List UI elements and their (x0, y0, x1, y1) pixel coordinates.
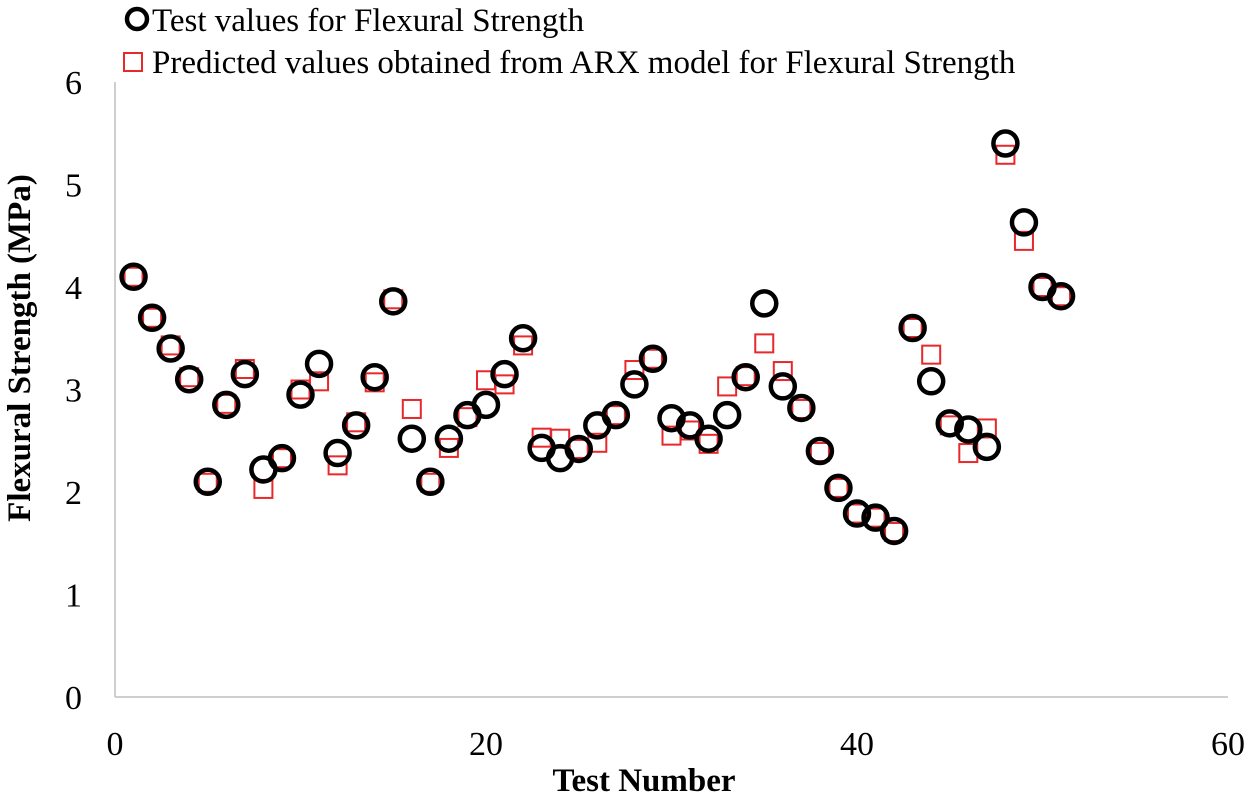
test-value-point (119, 262, 148, 291)
test-value-point (1046, 281, 1076, 311)
legend-square-marker (123, 52, 143, 72)
predicted-value-point (976, 418, 997, 439)
predicted-value-point (309, 371, 330, 392)
y-tick-label: 4 (65, 270, 82, 307)
test-value-point (156, 334, 185, 363)
y-tick-label: 6 (65, 65, 82, 102)
test-value-point (212, 390, 241, 420)
y-axis-title: Flexural Strength (MPa) (2, 174, 38, 522)
predicted-value-point (921, 344, 942, 365)
test-value-point (657, 403, 686, 433)
predicted-value-point (809, 442, 830, 463)
y-tick-label: 0 (65, 680, 82, 717)
predicted-value-point (754, 333, 775, 354)
test-value-point (1009, 208, 1039, 237)
y-tick-label: 3 (65, 373, 82, 410)
x-tick-label: 0 (107, 726, 124, 763)
predicted-value-point (902, 318, 923, 338)
predicted-value-point (123, 266, 144, 287)
x-axis-title: Test Number (552, 763, 735, 799)
legend: Test values for Flexural Strength Predic… (123, 3, 1016, 81)
legend-circle-marker (124, 6, 150, 32)
predicted-value-point (884, 521, 905, 542)
test-value-point (787, 393, 816, 423)
test-value-point (805, 436, 835, 466)
test-value-point (712, 400, 742, 430)
test-value-point (379, 287, 408, 316)
predicted-value-point (995, 144, 1016, 165)
test-value-point (842, 499, 872, 528)
test-value-point (675, 411, 705, 440)
test-value-point (137, 303, 167, 332)
test-value-point (954, 415, 983, 444)
x-tick-label: 60 (1211, 726, 1245, 763)
predicted-value-point (735, 366, 756, 387)
test-value-point (193, 467, 222, 496)
test-value-point (824, 473, 853, 503)
predicted-value-point (327, 455, 348, 476)
test-value-point (267, 443, 297, 473)
test-value-point (323, 438, 352, 468)
test-value-point (341, 411, 371, 440)
predicted-value-point (642, 348, 663, 369)
test-value-point (731, 362, 760, 392)
test-value-point (304, 349, 334, 379)
predicted-value-point (828, 477, 849, 498)
test-value-point (360, 362, 389, 392)
test-value-point (416, 467, 445, 496)
predicted-value-point (216, 393, 237, 414)
y-tick-label: 1 (65, 578, 82, 615)
x-tick-label: 40 (840, 726, 874, 763)
data-points (119, 129, 1076, 546)
predicted-value-point (420, 472, 441, 493)
predicted-value-point (197, 472, 218, 493)
legend-label-test: Test values for Flexural Strength (152, 3, 585, 39)
predicted-value-point (791, 398, 812, 419)
test-value-point (230, 359, 260, 389)
test-value-point (508, 324, 538, 353)
test-value-point (879, 516, 909, 546)
predicted-value-point (401, 398, 422, 419)
test-value-point (397, 424, 427, 453)
test-value-point (916, 367, 946, 396)
predicted-value-point (772, 361, 793, 382)
y-tick-labels: 0 1 2 3 4 5 6 (65, 65, 82, 717)
test-value-point (861, 503, 890, 532)
predicted-value-point (142, 307, 163, 328)
x-tick-label: 20 (469, 726, 503, 763)
predicted-value-point (624, 360, 645, 381)
test-value-point (174, 365, 204, 394)
test-value-point (750, 289, 779, 318)
y-tick-label: 2 (65, 475, 82, 512)
test-value-point (564, 434, 593, 464)
test-value-point (601, 400, 631, 430)
test-value-point (620, 370, 649, 399)
predicted-value-point (1013, 230, 1034, 251)
predicted-value-point (271, 448, 292, 469)
legend-label-predicted: Predicted values obtained from ARX model… (152, 45, 1016, 81)
axes (114, 82, 1228, 698)
test-value-point (434, 424, 464, 453)
y-tick-label: 5 (65, 168, 82, 205)
test-value-point (471, 390, 501, 420)
test-value-point (768, 372, 798, 401)
test-value-point (935, 409, 964, 438)
test-value-point (286, 380, 315, 409)
test-value-point (972, 432, 1002, 462)
x-tick-labels: 0 20 40 60 (107, 726, 1246, 763)
test-value-point (991, 129, 1020, 158)
test-value-point (638, 344, 668, 373)
test-value-point (898, 313, 927, 343)
test-value-point (490, 359, 519, 389)
test-value-point (694, 424, 723, 453)
